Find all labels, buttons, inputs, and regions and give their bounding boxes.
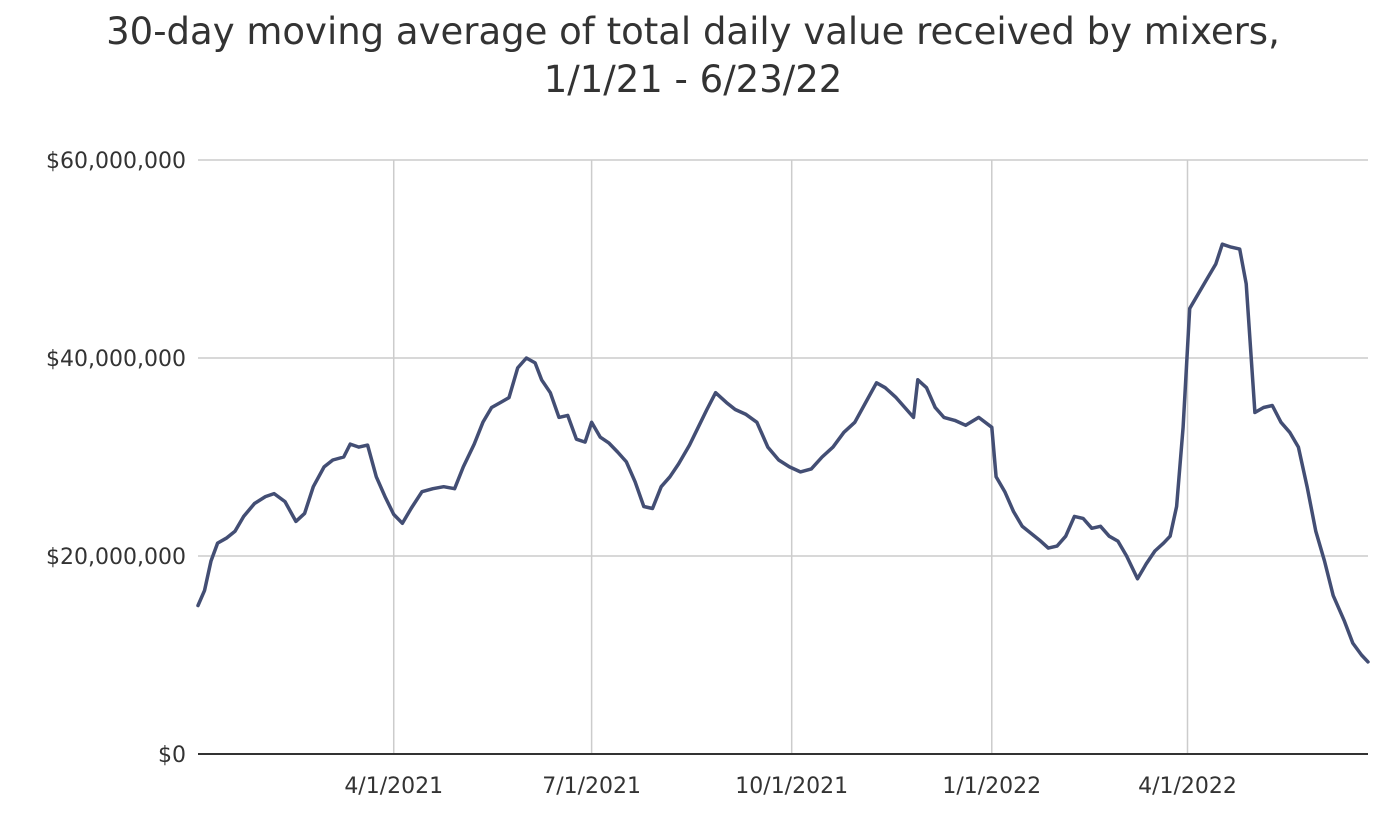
x-tick-label: 4/1/2022 <box>1138 774 1237 799</box>
y-tick-label: $0 <box>158 743 186 768</box>
x-tick-label: 4/1/2021 <box>344 774 443 799</box>
chart-title: 30-day moving average of total daily val… <box>106 10 1280 53</box>
x-tick-label: 1/1/2022 <box>942 774 1041 799</box>
x-tick-label: 7/1/2021 <box>542 774 641 799</box>
chart-subtitle: 1/1/21 - 6/23/22 <box>543 58 843 101</box>
y-tick-label: $40,000,000 <box>46 347 186 372</box>
series-line <box>196 242 1370 664</box>
x-tick-label: 10/1/2021 <box>735 774 848 799</box>
y-tick-label: $60,000,000 <box>46 149 186 174</box>
y-tick-label: $20,000,000 <box>46 545 186 570</box>
chart-title-block: 30-day moving average of total daily val… <box>0 8 1386 104</box>
